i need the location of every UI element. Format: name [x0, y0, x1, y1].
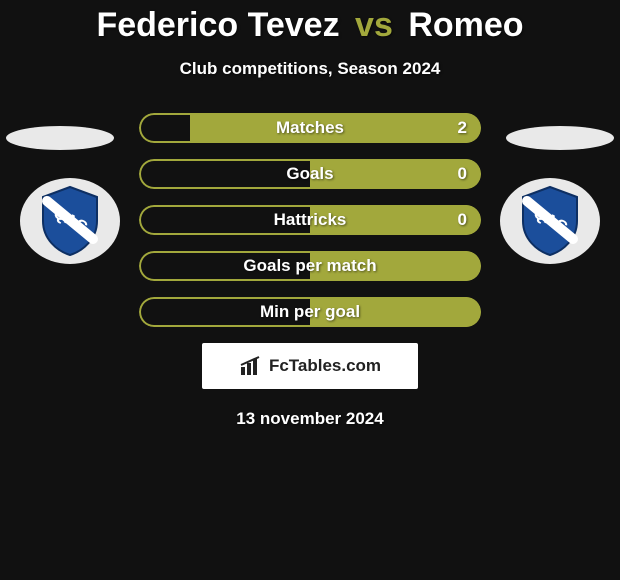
- stat-row: Goals per match: [139, 251, 481, 281]
- stat-label: Hattricks: [139, 205, 481, 235]
- stats-container: Matches2Goals0Hattricks0Goals per matchM…: [139, 113, 481, 327]
- subtitle: Club competitions, Season 2024: [0, 59, 620, 79]
- stat-value-right: 2: [458, 113, 467, 143]
- qac-shield-icon: QAC: [37, 185, 103, 257]
- stat-value-right: 0: [458, 205, 467, 235]
- player1-name: Federico Tevez: [96, 6, 339, 44]
- player1-club-badge: QAC: [20, 178, 120, 264]
- brand-text: FcTables.com: [269, 356, 381, 376]
- date-text: 13 november 2024: [0, 409, 620, 429]
- player2-name: Romeo: [408, 6, 523, 44]
- stat-row: Goals0: [139, 159, 481, 189]
- vs-label: vs: [355, 6, 393, 44]
- stat-label: Goals per match: [139, 251, 481, 281]
- stat-label: Goals: [139, 159, 481, 189]
- comparison-title: Federico Tevez vs Romeo: [0, 0, 620, 45]
- player2-avatar-placeholder: [506, 126, 614, 150]
- player1-avatar-placeholder: [6, 126, 114, 150]
- stat-row: Matches2: [139, 113, 481, 143]
- qac-shield-icon: QAC: [517, 185, 583, 257]
- stat-label: Matches: [139, 113, 481, 143]
- brand-box: FcTables.com: [202, 343, 418, 389]
- stat-label: Min per goal: [139, 297, 481, 327]
- player2-club-badge: QAC: [500, 178, 600, 264]
- stat-value-right: 0: [458, 159, 467, 189]
- stat-row: Hattricks0: [139, 205, 481, 235]
- stat-row: Min per goal: [139, 297, 481, 327]
- bars-icon: [239, 355, 263, 377]
